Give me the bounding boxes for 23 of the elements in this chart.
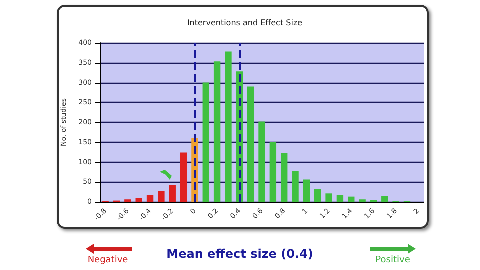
text: Positive xyxy=(376,256,411,266)
bar xyxy=(136,198,142,202)
bar xyxy=(258,122,266,202)
bar xyxy=(326,194,332,202)
bar xyxy=(158,191,165,202)
bar xyxy=(146,195,154,202)
bar xyxy=(348,196,355,202)
bar xyxy=(169,185,176,202)
bar xyxy=(202,82,210,202)
bar xyxy=(180,152,188,202)
bar xyxy=(280,154,288,202)
bar xyxy=(214,62,221,202)
text: Negative xyxy=(88,256,129,266)
bar xyxy=(247,86,254,202)
bar xyxy=(382,196,388,202)
bar xyxy=(314,189,322,202)
bar xyxy=(303,180,310,202)
bar xyxy=(292,170,299,202)
text: Mean effect size (0.4) xyxy=(166,247,314,261)
chart-title: Interventions and Effect Size xyxy=(187,18,303,28)
bar xyxy=(225,52,232,202)
bar xyxy=(336,195,344,202)
bar xyxy=(270,142,277,202)
